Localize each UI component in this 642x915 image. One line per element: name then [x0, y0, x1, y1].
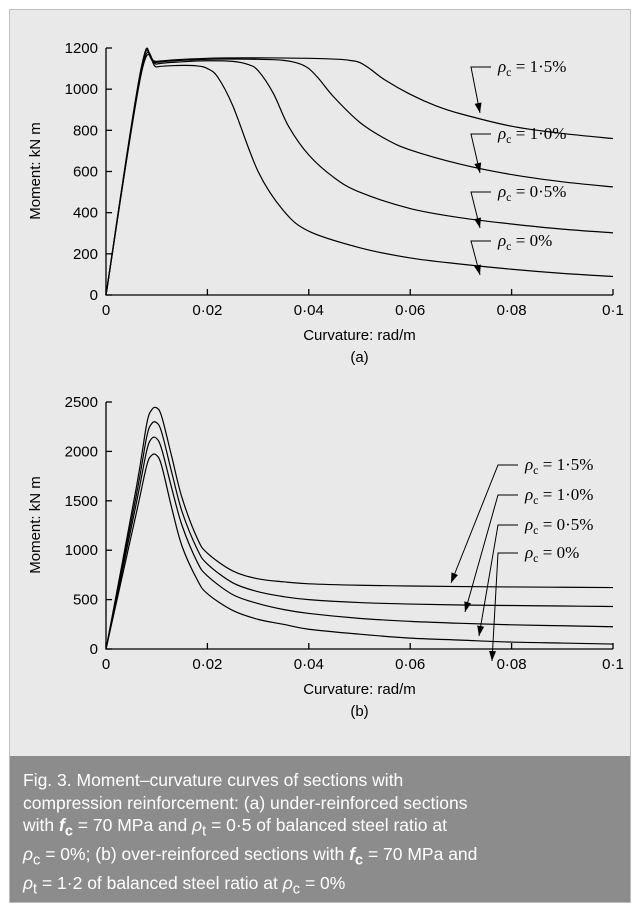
- y-axis-title: Moment: kN m: [27, 122, 44, 220]
- annotation-arrowhead: [474, 162, 482, 173]
- y-tick-label: 1000: [65, 81, 98, 98]
- figure: 0 200 400 600 800 1000 1200 0 0·02 0·04 0·06 0·08 0·…: [9, 9, 631, 903]
- annotation-arrowhead: [474, 264, 481, 275]
- caption-line-5: ρt = 1·2 of balanced steel ratio at ρc =…: [23, 873, 346, 898]
- annotation-leader: [470, 66, 491, 114]
- y-tick-label: 1500: [65, 493, 98, 510]
- x-tick-label: 0·08: [497, 302, 527, 319]
- y-tick-label: 1000: [65, 542, 98, 559]
- annotation-label: ρc = 0·5%: [497, 182, 566, 204]
- annotation-leader: [470, 133, 491, 174]
- series-line: [105, 436, 614, 650]
- series-line: [105, 421, 614, 650]
- y-tick-label: 400: [73, 205, 98, 222]
- y-tick-label: 2500: [65, 394, 98, 411]
- y-tick-label: 200: [73, 246, 98, 263]
- panel-label: (a): [350, 349, 368, 366]
- x-axis-title: Curvature: rad/m: [303, 681, 416, 698]
- annotation-leader: [478, 524, 518, 637]
- annotation-label: ρc = 0%: [524, 543, 579, 565]
- x-tick-label: 0·06: [395, 302, 425, 319]
- y-axis-title: Moment: kN m: [27, 476, 44, 574]
- x-tick-label: 0·08: [497, 656, 527, 673]
- annotation-arrowhead: [474, 102, 482, 113]
- annotation-label: ρc = 1·5%: [497, 57, 566, 79]
- annotation-label: ρc = 1·5%: [524, 455, 593, 477]
- annotation-leader: [491, 552, 518, 662]
- annotation-arrowhead: [489, 650, 497, 661]
- annotation-leader: [470, 191, 491, 229]
- x-tick-label: 0·1: [602, 302, 624, 319]
- y-tick-label: 0: [90, 287, 98, 304]
- annotation-label: ρc = 1·0%: [497, 124, 566, 146]
- figure-caption: Fig. 3. Moment–curvature curves of secti…: [10, 756, 630, 902]
- axis-lines: [105, 48, 613, 296]
- series-line: [105, 49, 614, 296]
- series-line: [105, 453, 614, 650]
- x-tick-label: 0·02: [192, 302, 222, 319]
- chart-panel-b: 0 500 1000 1500 2000 2500 0 0·02 0·04 0·06 0·08 0·1…: [27, 394, 624, 720]
- annotation-leader: [470, 240, 491, 276]
- charts: 0 200 400 600 800 1000 1200 0 0·02 0·04 0·06 0·08 0·…: [27, 40, 624, 720]
- series-line: [105, 47, 614, 296]
- x-tick-label: 0: [102, 302, 110, 319]
- y-tick-label: 0: [90, 641, 98, 658]
- caption-line-3: with fc = 70 MPa and ρt = 0·5 of balance…: [23, 815, 447, 840]
- chart-panel-a: 0 200 400 600 800 1000 1200 0 0·02 0·04 0·06 0·08 0·…: [27, 40, 624, 366]
- series-line: [105, 406, 614, 650]
- annotation-label: ρc = 0%: [497, 231, 552, 253]
- y-tick-label: 800: [73, 122, 98, 139]
- y-tick-label: 600: [73, 164, 98, 181]
- x-tick-label: 0·1: [602, 656, 624, 673]
- annotation-leader: [464, 494, 518, 613]
- caption-line-1: Fig. 3. Moment–curvature curves of secti…: [23, 770, 404, 790]
- x-tick-label: 0·04: [294, 656, 324, 673]
- caption-line-2: compression reinforcement: (a) under-rei…: [23, 792, 468, 813]
- series-line: [105, 51, 614, 296]
- x-tick-label: 0·02: [192, 656, 222, 673]
- panel-label: (b): [350, 703, 368, 720]
- x-tick-label: 0·04: [294, 302, 324, 319]
- annotation-label: ρc = 1·0%: [524, 485, 593, 507]
- annotation-arrowhead: [477, 625, 485, 636]
- annotation-leader: [450, 464, 518, 584]
- x-tick-label: 0: [102, 656, 110, 673]
- y-tick-label: 2000: [65, 443, 98, 460]
- y-tick-label: 500: [73, 592, 98, 609]
- annotation-label: ρc = 0·5%: [524, 515, 593, 537]
- annotation-arrowhead: [451, 572, 458, 583]
- annotation-arrowhead: [474, 217, 481, 228]
- y-tick-label: 1200: [65, 40, 98, 57]
- series-line: [105, 53, 614, 296]
- caption-line-4: ρc = 0%; (b) over-reinforced sections wi…: [23, 844, 478, 869]
- x-tick-label: 0·06: [395, 656, 425, 673]
- annotation-arrowhead: [464, 601, 472, 612]
- x-axis-title: Curvature: rad/m: [303, 327, 416, 344]
